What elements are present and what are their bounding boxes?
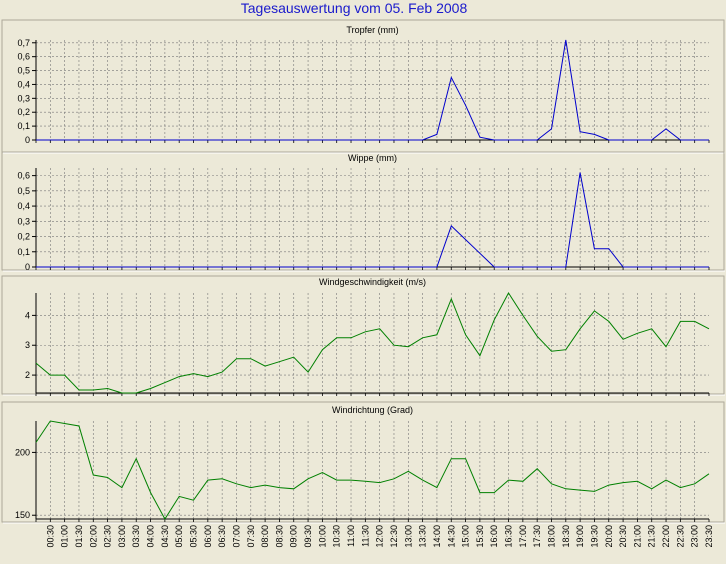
x-tick-label: 18:30 (561, 525, 571, 548)
panel-title: Tropfer (mm) (346, 25, 398, 35)
x-tick-label: 13:30 (418, 525, 428, 548)
chart-panels: Tropfer (mm) 0 0,1 0,2 0,3 0,4 0,5 0,6 0,7 Wippe … (1, 19, 725, 524)
panel-frame (1, 401, 725, 523)
x-tick-label: 13:00 (403, 525, 413, 548)
x-tick-label: 06:00 (203, 525, 213, 548)
series-line (36, 39, 709, 141)
x-tick-label: 00:30 (45, 525, 55, 548)
x-tick-label: 14:30 (446, 525, 456, 548)
x-tick-label: 09:00 (289, 525, 299, 548)
y-tick-label: 0 (25, 262, 30, 272)
panel-title: Windrichtung (Grad) (332, 405, 413, 415)
series-line (35, 420, 710, 520)
y-tick-label: 0,1 (17, 247, 30, 257)
chart-panel-1: Tropfer (mm) 0 0,1 0,2 0,3 0,4 0,5 0,6 0,7 (1, 19, 725, 154)
x-tick-label: 18:00 (547, 525, 557, 548)
x-tick-label: 03:00 (117, 525, 127, 548)
x-tick-label: 07:00 (232, 525, 242, 548)
y-tick-label: 200 (15, 447, 30, 457)
panel-title: Wippe (mm) (348, 153, 397, 163)
x-tick-label: 12:30 (389, 525, 399, 548)
x-tick-label: 05:00 (174, 525, 184, 548)
y-tick-label: 0,5 (17, 186, 30, 196)
chart-panel-2: Wippe (mm) 0 0,1 0,2 0,3 0,4 0,5 0,6 (1, 151, 725, 272)
x-tick-label: 17:00 (518, 525, 528, 548)
x-tick-label: 11:30 (360, 525, 370, 547)
x-tick-label: 22:00 (661, 525, 671, 548)
y-tick-label: 0,2 (17, 232, 30, 242)
x-tick-label: 23:30 (704, 525, 714, 548)
plot-area (36, 40, 709, 140)
y-tick-label: 0,4 (17, 79, 30, 89)
y-tick-label: 0,2 (17, 107, 30, 117)
x-tick-label: 02:00 (88, 525, 98, 548)
series-line (36, 172, 709, 268)
chart-panel-3: Windgeschwindigkeit (m/s) 2 3 4 (1, 275, 725, 396)
y-tick-label: 4 (25, 310, 30, 320)
x-tick-label: 20:00 (604, 525, 614, 548)
x-tick-label: 02:30 (103, 525, 113, 548)
x-tick-label: 20:30 (618, 525, 628, 548)
y-tick-label: 0,6 (17, 52, 30, 62)
x-tick-label: 04:30 (160, 525, 170, 548)
plot-area (36, 421, 709, 519)
x-tick-label: 12:00 (375, 525, 385, 548)
plot-area (36, 293, 709, 393)
y-tick-label: 3 (25, 340, 30, 350)
x-tick-label: 06:30 (217, 525, 227, 548)
x-tick-label: 01:30 (74, 525, 84, 548)
x-tick-label: 19:30 (589, 525, 599, 548)
x-axis: 00:30 01:00 01:30 02:00 02:30 03:00 03:30 04:00… (45, 525, 714, 548)
y-tick-label: 2 (25, 370, 30, 380)
x-tick-label: 10:30 (332, 525, 342, 548)
series-line (35, 292, 710, 394)
x-tick-label: 09:30 (303, 525, 313, 548)
chart-title: Tagesauswertung vom 05. Feb 2008 (241, 0, 468, 16)
x-tick-label: 08:30 (274, 525, 284, 548)
y-tick-label: 0,5 (17, 66, 30, 76)
x-tick-label: 15:30 (475, 525, 485, 548)
panel-frame (1, 151, 725, 271)
x-tick-label: 10:00 (317, 525, 327, 548)
x-tick-label: 04:00 (146, 525, 156, 548)
y-tick-label: 0,6 (17, 171, 30, 181)
x-tick-label: 16:30 (504, 525, 514, 548)
y-tick-label: 0,4 (17, 201, 30, 211)
x-tick-label: 19:00 (575, 525, 585, 548)
x-tick-label: 22:30 (675, 525, 685, 548)
x-tick-label: 01:00 (60, 525, 70, 548)
y-tick-label: 0,3 (17, 216, 30, 226)
x-tick-label: 08:00 (260, 525, 270, 548)
x-tick-label: 16:00 (489, 525, 499, 548)
y-tick-label: 0,1 (17, 121, 30, 131)
x-tick-label: 23:00 (690, 525, 700, 548)
x-tick-label: 21:30 (647, 525, 657, 548)
x-tick-label: 14:00 (432, 525, 442, 548)
y-tick-label: 0,7 (17, 38, 30, 48)
x-tick-label: 17:30 (532, 525, 542, 548)
plot-area (36, 168, 709, 267)
y-tick-label: 150 (15, 510, 30, 520)
chart-panel-4: Windrichtung (Grad) 150 200 (1, 401, 725, 524)
x-tick-label: 05:30 (189, 525, 199, 548)
panel-frame (1, 275, 725, 395)
x-tick-label: 03:30 (131, 525, 141, 548)
x-tick-label: 07:30 (246, 525, 256, 548)
x-tick-label: 21:00 (632, 525, 642, 548)
x-tick-label: 11:00 (346, 525, 356, 547)
y-tick-label: 0 (25, 135, 30, 145)
x-tick-label: 15:00 (461, 525, 471, 548)
y-tick-label: 0,3 (17, 93, 30, 103)
panel-title: Windgeschwindigkeit (m/s) (319, 277, 426, 287)
